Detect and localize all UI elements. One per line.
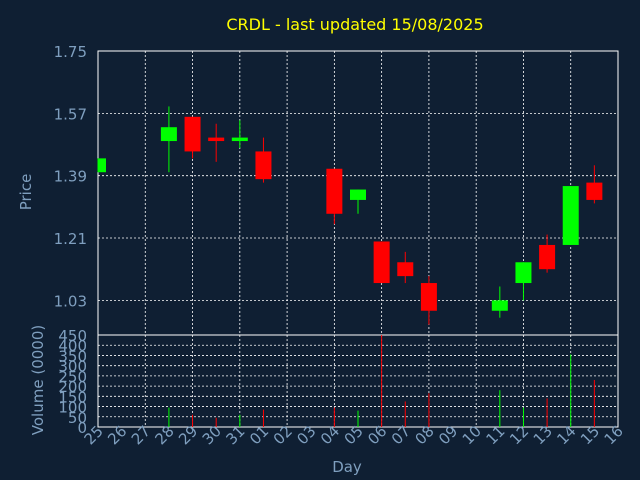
candle-body [255, 151, 272, 180]
price-tick-label: 1.03 [54, 292, 87, 310]
volume-tick-label: 450 [58, 327, 87, 345]
x-axis: 2526272829303101020304050607080910111213… [81, 422, 627, 448]
volume-tick-label: 250 [58, 368, 87, 386]
volume-tick-label: 100 [58, 399, 87, 417]
price-tick-label: 1.75 [54, 43, 87, 61]
price-tick-label: 1.39 [54, 168, 87, 186]
candle-body [562, 186, 579, 245]
volume-tick-label: 150 [58, 388, 87, 406]
price-axis-label: Price [17, 174, 35, 211]
candle-body [373, 241, 390, 284]
candle-body [231, 137, 248, 142]
x-axis-label: Day [332, 458, 362, 476]
candle-body [98, 158, 106, 173]
candle-body [397, 262, 414, 277]
candle-body [515, 262, 532, 284]
candle-body [539, 244, 556, 270]
volume-tick-label: 200 [58, 378, 87, 396]
candle-body [350, 189, 366, 200]
candle-body [420, 283, 437, 311]
volume-axis-label: Volume (0000) [29, 325, 47, 435]
candle-body [184, 116, 201, 152]
candle-body [491, 300, 508, 311]
volume-tick-label: 350 [58, 347, 87, 365]
volume-tick-label: 0 [77, 419, 87, 437]
price-tick-label: 1.57 [54, 105, 87, 123]
candle-body [586, 182, 603, 200]
volume-tick-label: 50 [68, 409, 87, 427]
candle-body [326, 168, 343, 214]
candle-body [208, 137, 225, 142]
candle-body [160, 127, 177, 142]
price-tick-label: 1.21 [54, 230, 87, 248]
volume-tick-label: 400 [58, 337, 87, 355]
volume-tick-label: 300 [58, 358, 87, 376]
price-panel: 1.75 1.57 1.39 1.21 1.03 [54, 43, 619, 336]
chart-title: CRDL - last updated 15/08/2025 [226, 15, 483, 34]
